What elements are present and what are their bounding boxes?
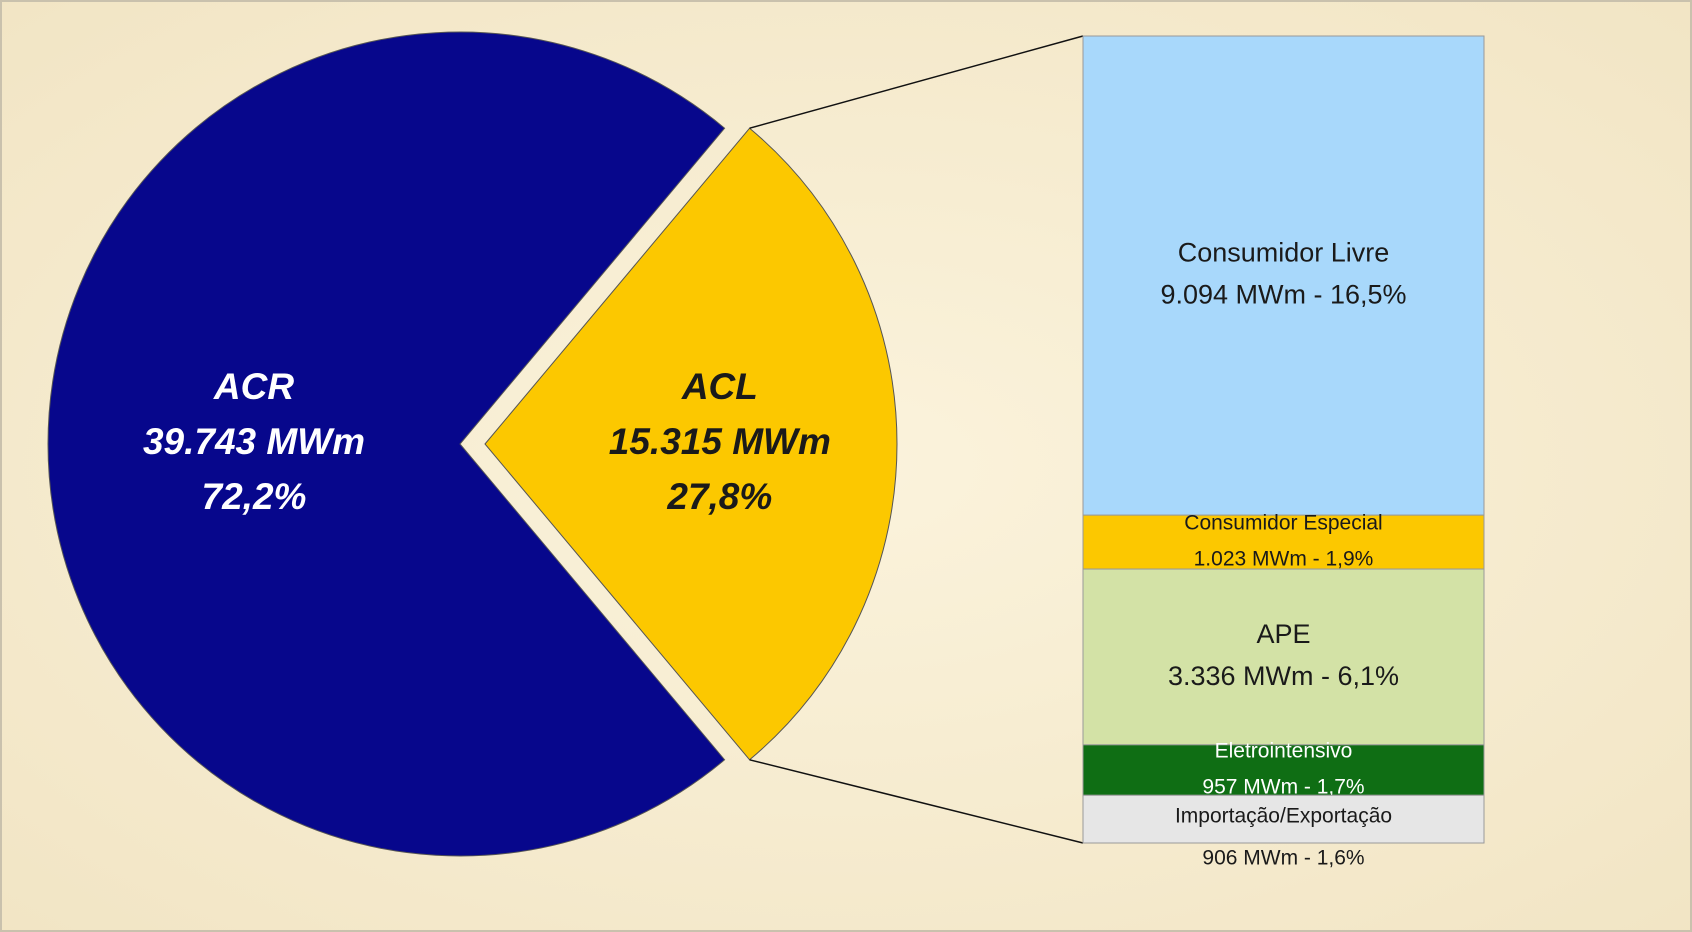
bar-segment: [1082, 794, 1485, 844]
bar-segment: [1082, 744, 1485, 796]
segment-value: 957 MWm - 1,7%: [1202, 776, 1364, 799]
segment-value: 906 MWm - 1,6%: [1202, 847, 1364, 870]
bar-segment: [1082, 568, 1485, 746]
slice-label: ACL: [681, 366, 758, 407]
segment-value: 9.094 MWm - 16,5%: [1160, 280, 1406, 310]
segment-label: Consumidor Livre: [1178, 238, 1390, 268]
segment-label: APE: [1256, 619, 1310, 649]
segment-label: Consumidor Especial: [1184, 512, 1382, 535]
pie-slice: [484, 127, 898, 761]
segment-label: Eletrointensivo: [1215, 740, 1353, 763]
pie-slice: [47, 31, 726, 857]
bar-segment: [1082, 514, 1485, 570]
slice-amount: 39.743 MWm: [143, 421, 365, 462]
segment-value: 3.336 MWm - 6,1%: [1168, 661, 1399, 691]
bar-segment: [1082, 35, 1485, 516]
connector: [749, 759, 1084, 844]
segment-label: Importação/Exportação: [1175, 805, 1392, 828]
slice-amount: 15.315 MWm: [609, 421, 831, 462]
slice-percent: 27,8%: [666, 476, 772, 517]
connector: [749, 35, 1084, 129]
slice-percent: 72,2%: [202, 476, 307, 517]
segment-value: 1.023 MWm - 1,9%: [1194, 548, 1374, 571]
slice-label: ACR: [213, 366, 294, 407]
